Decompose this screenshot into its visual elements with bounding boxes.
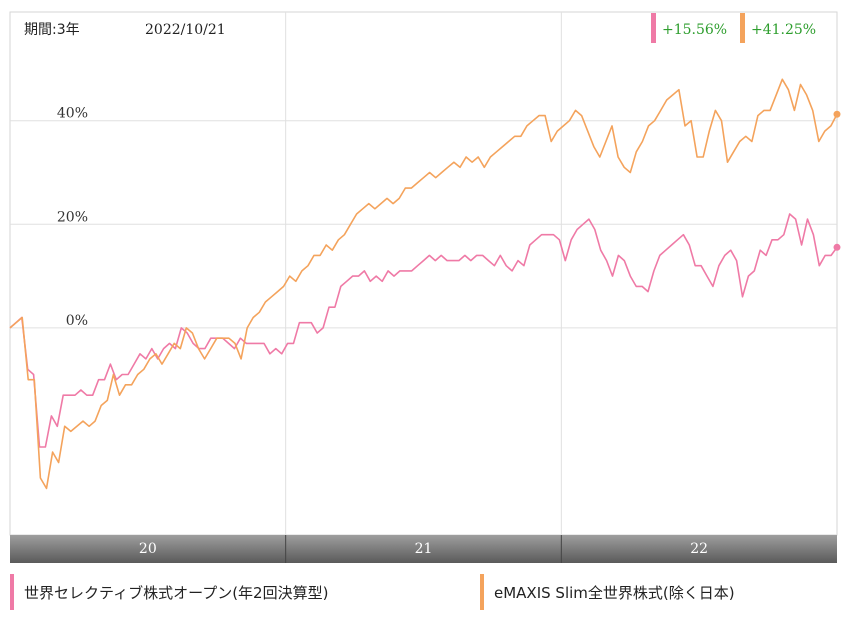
badge-value: +15.56%: [662, 22, 727, 38]
x-axis-band: [10, 535, 837, 563]
date-label: 2022/10/21: [145, 22, 226, 38]
series-end-marker-0: [833, 243, 841, 251]
x-tick-label: 20: [139, 541, 157, 557]
period-label: 期間:3年: [24, 22, 80, 38]
legend-label: eMAXIS Slim全世界株式(除く日本): [494, 583, 735, 602]
badge-value: +41.25%: [751, 22, 816, 38]
plot-area: [9, 11, 838, 536]
series-end-marker-1: [833, 110, 841, 118]
legend-swatch: [10, 574, 14, 610]
y-tick-label: 20%: [57, 209, 88, 225]
series-line-1: [9, 78, 838, 490]
legend-item-selective: 世界セレクティブ株式オープン(年2回決算型): [10, 572, 328, 612]
badge-swatch: [651, 13, 656, 43]
y-tick-label: 40%: [57, 106, 88, 122]
x-tick-label: 21: [415, 541, 433, 557]
legend-label: 世界セレクティブ株式オープン(年2回決算型): [24, 583, 329, 602]
y-axis-labels: 0% 20% 40%: [57, 106, 88, 329]
legend-item-emaxis: eMAXIS Slim全世界株式(除く日本): [480, 572, 735, 612]
grid-lines: [10, 12, 837, 535]
x-axis-labels: 20 21 22: [139, 535, 708, 563]
badge-swatch: [740, 13, 745, 43]
line-chart: 0% 20% 40% 20 21 22 期間:3年 2022/10/21 +15.56%…: [9, 11, 841, 563]
series-lines: [9, 78, 841, 490]
y-tick-label: 0%: [66, 313, 88, 329]
x-tick-label: 22: [690, 541, 708, 557]
value-badges: +15.56% +41.25%: [651, 13, 816, 43]
legend-swatch: [480, 574, 484, 610]
series-line-0: [9, 213, 838, 448]
